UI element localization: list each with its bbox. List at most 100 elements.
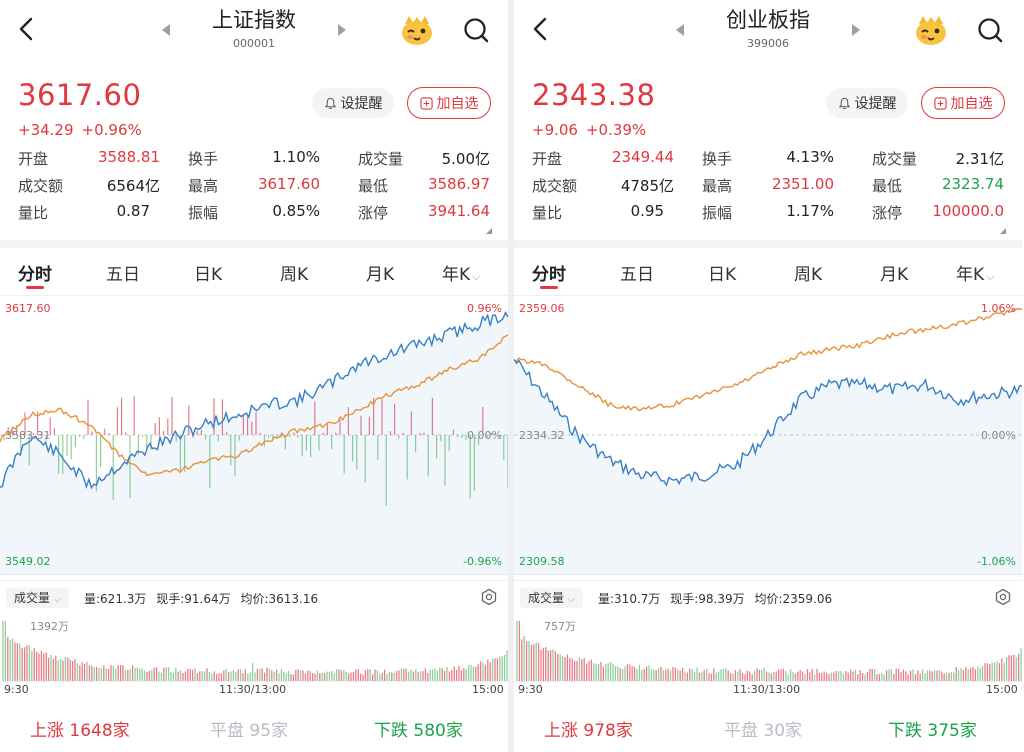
prev-arrow-icon[interactable]	[160, 22, 172, 36]
panel-divider	[508, 0, 514, 752]
active-tab-indicator	[26, 286, 44, 289]
volume-value: 2.31亿	[955, 150, 1004, 168]
tab-yearly-k[interactable]: 年K ⌵	[956, 260, 995, 285]
stats-row: 开盘 2349.44 换手 4.13% 成交量 2.31亿	[532, 148, 1012, 174]
high-value: 3617.60	[257, 175, 320, 193]
bell-icon	[324, 97, 336, 109]
prev-arrow-icon[interactable]	[674, 22, 686, 36]
high-value: 2351.00	[771, 175, 834, 193]
decliners: 下跌 580家	[374, 716, 463, 741]
amount-value: 4785亿	[620, 177, 674, 195]
next-arrow-icon[interactable]	[850, 22, 862, 36]
time-mid-label: 11:30/13:00	[733, 683, 801, 696]
volume-histogram	[0, 621, 508, 682]
turnover-label: 换手	[702, 150, 733, 168]
current-hand: 现手:98.39万	[670, 592, 745, 606]
intraday-chart: 3617.60 0.96% 3583.31 0.00% 3549.02 -0.96%	[0, 295, 508, 575]
tab-weekly-k[interactable]: 周K	[280, 265, 309, 285]
stats-row: 量比 0.95 振幅 1.17% 涨停 100000.0	[532, 202, 1012, 228]
price-change: +34.29 +0.96%	[18, 121, 150, 139]
time-start-label: 9:30	[518, 683, 543, 696]
settings-icon[interactable]	[480, 588, 498, 606]
settings-icon[interactable]	[994, 588, 1012, 606]
average-price-line	[514, 308, 1022, 412]
ratio-label: 量比	[532, 204, 563, 222]
mascot-icon[interactable]	[914, 14, 948, 46]
decliners-label: 下跌	[374, 721, 408, 741]
index-code: 399006	[747, 37, 789, 50]
tab-five-day[interactable]: 五日	[106, 265, 140, 285]
axis-bottom-right: -0.96%	[463, 555, 502, 568]
indicator-selector[interactable]: 成交量 ⌵	[6, 588, 69, 608]
panel-gem-index: 创业板指 399006 2343.38 +9.06 +0.39%	[514, 0, 1022, 752]
average-price-line	[0, 334, 508, 477]
amplitude-value: 0.85%	[272, 202, 320, 220]
axis-top-right: 1.06%	[981, 302, 1016, 315]
low-label: 最低	[358, 177, 389, 195]
tab-monthly-k[interactable]: 月K	[880, 265, 909, 285]
axis-mid-left: 2334.32	[519, 429, 565, 442]
period-tabs: 分时 五日 日K 周K 月K 年K ⌵	[514, 252, 1022, 292]
amplitude-label: 振幅	[702, 204, 733, 222]
average-price: 均价:2359.06	[754, 592, 833, 606]
volume-info: 量:621.3万 现手:91.64万 均价:3613.16	[84, 590, 324, 607]
price-area	[514, 359, 1022, 575]
search-icon[interactable]	[976, 16, 1004, 44]
advancers-count: 978家	[583, 721, 633, 741]
back-icon[interactable]	[14, 16, 42, 44]
amount-value: 6564亿	[106, 177, 160, 195]
limit-up-value: 100000.0	[932, 202, 1004, 220]
set-reminder-button[interactable]: 设提醒	[826, 88, 908, 118]
advancers: 上涨 1648家	[30, 716, 130, 741]
chevron-down-icon: ⌵	[53, 595, 61, 605]
plus-square-icon	[933, 96, 947, 110]
add-watchlist-label: 加自选	[950, 96, 993, 112]
tab-intraday[interactable]: 分时	[18, 265, 52, 285]
stats-row: 成交额 6564亿 最高 3617.60 最低 3586.97	[18, 175, 498, 201]
tab-daily-k[interactable]: 日K	[708, 265, 737, 285]
volume-value: 5.00亿	[441, 150, 490, 168]
current-price: 3617.60	[18, 78, 142, 112]
axis-top-left: 3617.60	[5, 302, 51, 315]
set-reminder-button[interactable]: 设提醒	[312, 88, 394, 118]
stats-row: 成交额 4785亿 最高 2351.00 最低 2323.74	[532, 175, 1012, 201]
indicator-selector-label: 成交量	[528, 591, 565, 605]
expand-corner-icon[interactable]	[1000, 228, 1006, 234]
tab-five-day[interactable]: 五日	[620, 265, 654, 285]
search-icon[interactable]	[462, 16, 490, 44]
index-code: 000001	[233, 37, 275, 50]
tab-daily-k[interactable]: 日K	[194, 265, 223, 285]
price-change: +9.06 +0.39%	[532, 121, 654, 139]
volume-amount: 量:621.3万	[84, 592, 147, 606]
volume-toolbar: 成交量 ⌵ 量:310.7万 现手:98.39万 均价:2359.06	[514, 580, 1022, 610]
axis-bottom-right: -1.06%	[977, 555, 1016, 568]
next-arrow-icon[interactable]	[336, 22, 348, 36]
intraday-chart: 2359.06 1.06% 2334.32 0.00% 2309.58 -1.06%	[514, 295, 1022, 575]
tab-weekly-k[interactable]: 周K	[794, 265, 823, 285]
add-watchlist-button[interactable]: 加自选	[407, 87, 491, 119]
plus-square-icon	[419, 96, 433, 110]
tab-yearly-k[interactable]: 年K ⌵	[442, 260, 481, 285]
high-label: 最高	[702, 177, 733, 195]
unchanged-count: 95家	[249, 721, 289, 741]
change-percent: +0.39%	[585, 121, 647, 139]
turnover-value: 1.10%	[272, 148, 320, 166]
change-percent: +0.96%	[81, 121, 142, 139]
expand-corner-icon[interactable]	[486, 228, 492, 234]
indicator-selector[interactable]: 成交量 ⌵	[520, 588, 583, 608]
unchanged: 平盘 95家	[210, 716, 288, 741]
mascot-icon[interactable]	[400, 14, 434, 46]
advancers-label: 上涨	[30, 721, 64, 741]
advancers-label: 上涨	[544, 721, 578, 741]
price-line	[0, 310, 508, 490]
low-value: 2323.74	[941, 175, 1004, 193]
tab-intraday[interactable]: 分时	[532, 265, 566, 285]
back-icon[interactable]	[528, 16, 556, 44]
average-price: 均价:3613.16	[240, 592, 319, 606]
add-watchlist-button[interactable]: 加自选	[921, 87, 1005, 119]
tab-monthly-k[interactable]: 月K	[366, 265, 395, 285]
amplitude-label: 振幅	[188, 204, 219, 222]
unchanged-label: 平盘	[210, 721, 244, 741]
time-mid-label: 11:30/13:00	[219, 683, 287, 696]
time-start-label: 9:30	[4, 683, 29, 696]
